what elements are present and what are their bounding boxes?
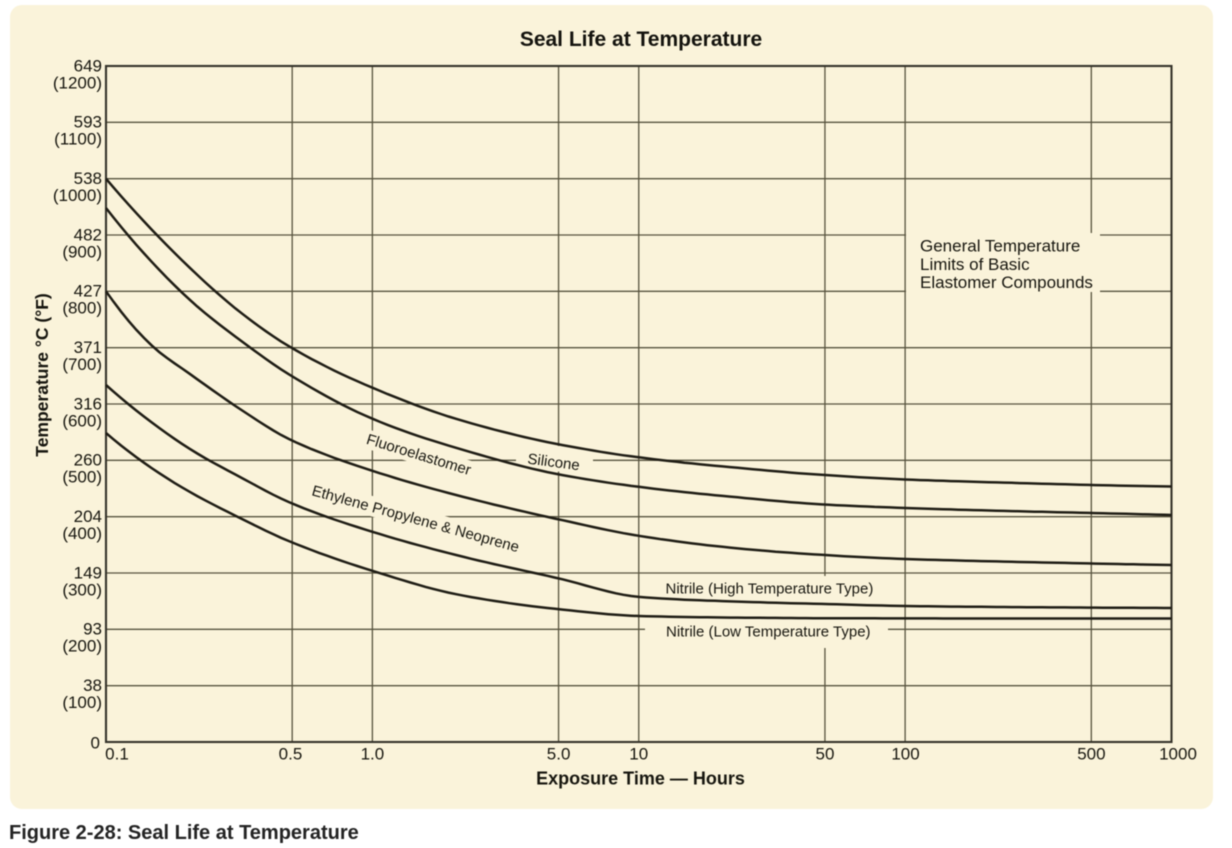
svg-text:149: 149: [74, 563, 102, 582]
svg-text:593: 593: [74, 113, 102, 132]
svg-text:0: 0: [91, 733, 100, 752]
svg-text:1000: 1000: [1159, 745, 1197, 764]
svg-text:482: 482: [74, 225, 102, 244]
svg-text:(600): (600): [62, 411, 102, 430]
svg-text:10: 10: [629, 745, 648, 764]
svg-text:(400): (400): [62, 524, 102, 543]
svg-text:Seal Life at Temperature: Seal Life at Temperature: [520, 28, 762, 51]
svg-text:(700): (700): [62, 355, 102, 374]
svg-text:93: 93: [83, 620, 102, 639]
svg-text:538: 538: [74, 169, 102, 188]
svg-text:(200): (200): [62, 637, 102, 656]
svg-text:38: 38: [83, 676, 102, 695]
svg-text:Nitrile (High Temperature Type: Nitrile (High Temperature Type): [666, 580, 874, 597]
svg-text:(300): (300): [62, 580, 102, 599]
svg-text:Exposure Time — Hours: Exposure Time — Hours: [536, 768, 745, 788]
svg-text:0.5: 0.5: [279, 745, 303, 764]
svg-text:0.1: 0.1: [105, 745, 129, 764]
svg-text:5.0: 5.0: [547, 745, 571, 764]
svg-text:Temperature °C (°F): Temperature °C (°F): [32, 293, 52, 456]
svg-text:427: 427: [74, 282, 102, 301]
svg-text:Nitrile (Low Temperature Type): Nitrile (Low Temperature Type): [666, 624, 871, 641]
svg-text:(900): (900): [62, 242, 102, 261]
svg-text:100: 100: [891, 745, 919, 764]
svg-text:(800): (800): [62, 299, 102, 318]
svg-text:(1100): (1100): [54, 130, 102, 149]
svg-text:Fluoroelastomer: Fluoroelastomer: [364, 431, 473, 479]
svg-text:(1000): (1000): [53, 186, 102, 205]
svg-text:(100): (100): [62, 693, 102, 712]
svg-text:204: 204: [74, 507, 102, 526]
svg-text:Silicone: Silicone: [526, 451, 580, 475]
svg-text:(500): (500): [62, 468, 102, 487]
svg-text:260: 260: [74, 451, 102, 470]
svg-text:50: 50: [816, 745, 835, 764]
svg-text:(1200): (1200): [53, 73, 102, 92]
svg-text:Limits of Basic: Limits of Basic: [920, 255, 1030, 274]
svg-text:1.0: 1.0: [361, 745, 385, 764]
svg-text:General Temperature: General Temperature: [920, 237, 1080, 256]
svg-text:371: 371: [74, 338, 102, 357]
svg-text:649: 649: [74, 56, 102, 75]
svg-text:316: 316: [74, 394, 102, 413]
svg-text:500: 500: [1077, 745, 1105, 764]
svg-text:Elastomer Compounds: Elastomer Compounds: [920, 273, 1093, 292]
